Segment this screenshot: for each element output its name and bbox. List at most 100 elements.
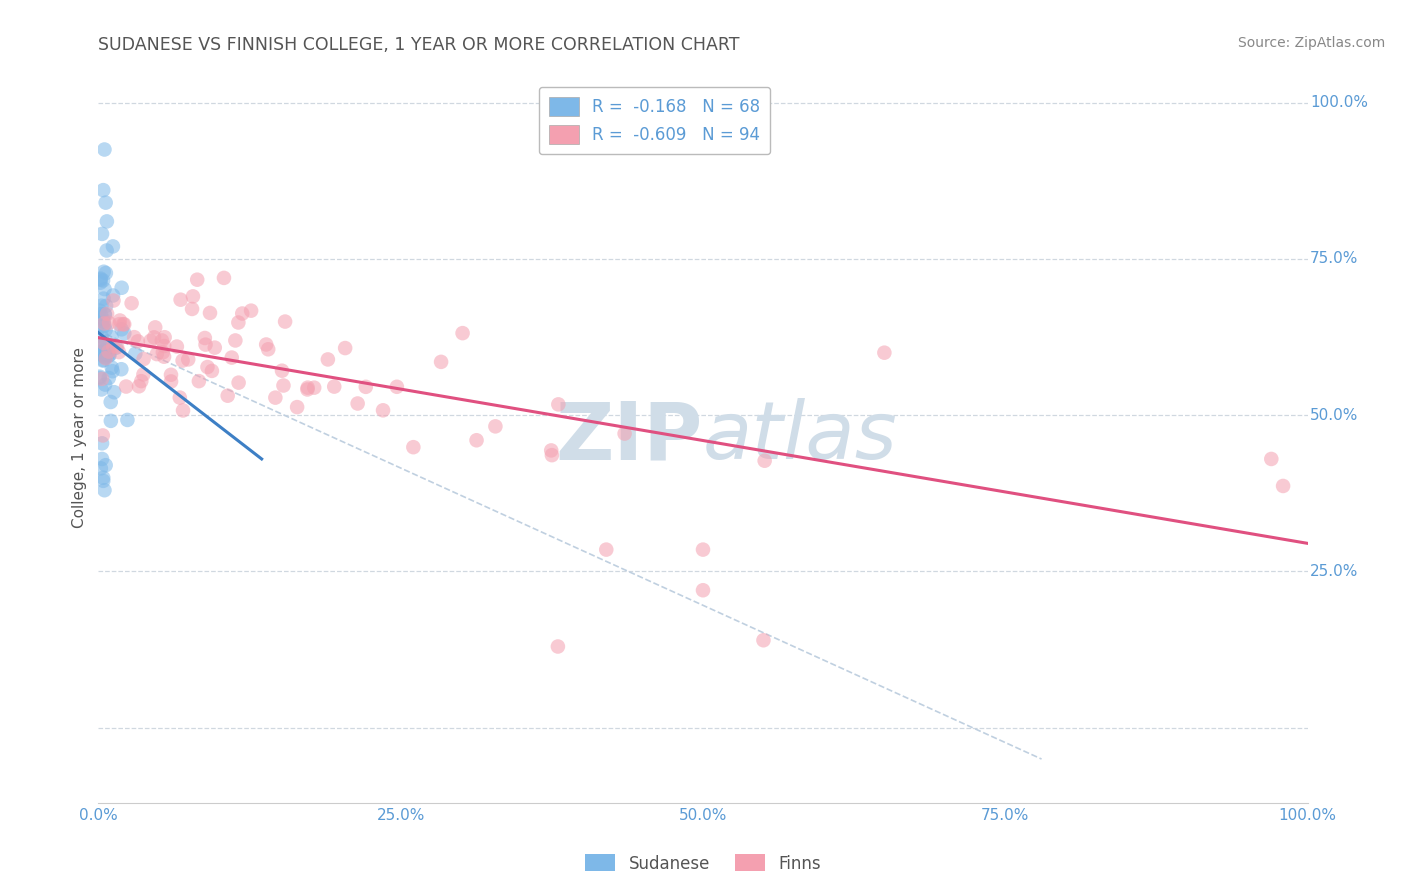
Point xyxy=(273,378,295,392)
Point xyxy=(93,282,115,296)
Text: 100.0%: 100.0% xyxy=(1310,95,1368,110)
Point xyxy=(595,542,617,557)
Point xyxy=(187,374,209,388)
Point xyxy=(297,381,319,395)
Point xyxy=(97,371,120,385)
Point xyxy=(169,391,191,405)
Point xyxy=(90,299,112,313)
Point xyxy=(94,458,117,473)
Point xyxy=(194,337,217,351)
Point xyxy=(91,336,114,351)
Point xyxy=(1272,479,1295,493)
Point xyxy=(613,426,636,441)
Point xyxy=(231,306,253,320)
Point xyxy=(451,326,474,340)
Point xyxy=(108,345,131,359)
Text: 75.0%: 75.0% xyxy=(1310,252,1358,267)
Point xyxy=(91,353,114,368)
Point xyxy=(204,341,226,355)
Text: 50.0%: 50.0% xyxy=(1310,408,1358,423)
Point xyxy=(274,314,297,328)
Point xyxy=(93,143,115,157)
Point xyxy=(465,434,488,448)
Point xyxy=(117,413,139,427)
Point xyxy=(217,389,239,403)
Point xyxy=(1260,452,1282,467)
Point xyxy=(91,227,114,241)
Point xyxy=(172,353,194,368)
Point xyxy=(91,436,114,450)
Point xyxy=(257,343,280,357)
Point xyxy=(103,339,125,353)
Point xyxy=(169,293,191,307)
Point xyxy=(181,289,204,303)
Point xyxy=(96,343,118,358)
Point xyxy=(146,347,169,361)
Legend: Sudanese, Finns: Sudanese, Finns xyxy=(578,847,828,880)
Point xyxy=(221,351,243,365)
Point xyxy=(752,633,775,648)
Point xyxy=(89,337,111,351)
Point xyxy=(547,640,569,654)
Point xyxy=(93,318,115,333)
Point xyxy=(484,419,506,434)
Point xyxy=(271,364,294,378)
Point xyxy=(91,452,114,467)
Point xyxy=(90,329,112,343)
Text: 25.0%: 25.0% xyxy=(1310,564,1358,579)
Point xyxy=(97,347,120,361)
Text: atlas: atlas xyxy=(703,398,898,476)
Point xyxy=(152,345,174,359)
Point xyxy=(264,391,287,405)
Point xyxy=(128,379,150,393)
Point xyxy=(94,299,117,313)
Y-axis label: College, 1 year or more: College, 1 year or more xyxy=(72,347,87,527)
Point xyxy=(153,339,176,353)
Point xyxy=(333,341,356,355)
Point xyxy=(160,375,183,389)
Text: Source: ZipAtlas.com: Source: ZipAtlas.com xyxy=(1237,36,1385,50)
Point xyxy=(153,350,176,364)
Point xyxy=(108,317,131,331)
Point xyxy=(94,377,117,392)
Point xyxy=(228,376,250,390)
Point xyxy=(103,293,125,308)
Point xyxy=(354,380,377,394)
Point xyxy=(754,454,776,468)
Point xyxy=(402,440,425,454)
Point xyxy=(302,381,325,395)
Point xyxy=(93,265,115,279)
Point xyxy=(98,316,121,330)
Point xyxy=(547,397,569,411)
Point xyxy=(93,307,115,321)
Point xyxy=(90,273,112,287)
Point xyxy=(127,334,149,349)
Point xyxy=(371,403,394,417)
Point xyxy=(93,317,115,331)
Point xyxy=(285,400,308,414)
Point xyxy=(101,364,124,378)
Point xyxy=(166,340,188,354)
Point xyxy=(94,351,117,365)
Point xyxy=(129,374,152,388)
Point xyxy=(93,343,115,358)
Point xyxy=(93,349,115,363)
Point xyxy=(97,344,120,359)
Point xyxy=(98,348,121,362)
Point xyxy=(122,330,145,344)
Point xyxy=(98,348,121,362)
Point xyxy=(93,350,115,364)
Point xyxy=(89,371,111,385)
Point xyxy=(90,307,112,321)
Point xyxy=(100,414,122,428)
Point xyxy=(186,273,208,287)
Point xyxy=(254,337,277,351)
Point xyxy=(212,271,235,285)
Point xyxy=(385,380,408,394)
Text: ZIP: ZIP xyxy=(555,398,703,476)
Point xyxy=(194,331,217,345)
Point xyxy=(692,583,714,598)
Point xyxy=(430,355,453,369)
Point xyxy=(91,319,114,334)
Point xyxy=(93,336,115,351)
